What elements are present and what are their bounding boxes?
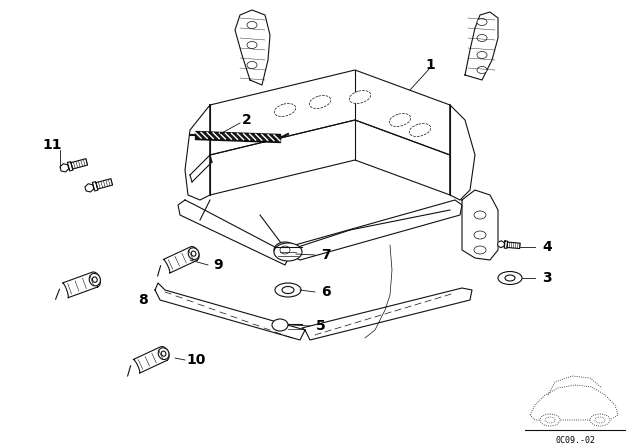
- Polygon shape: [210, 70, 450, 155]
- Ellipse shape: [247, 42, 257, 48]
- Ellipse shape: [272, 319, 288, 331]
- Polygon shape: [462, 190, 498, 260]
- Polygon shape: [302, 288, 472, 340]
- Ellipse shape: [505, 275, 515, 281]
- Ellipse shape: [540, 414, 560, 426]
- Text: 0C09.-02: 0C09.-02: [555, 435, 595, 444]
- Polygon shape: [290, 200, 462, 260]
- Polygon shape: [155, 283, 305, 340]
- Polygon shape: [93, 181, 98, 191]
- Ellipse shape: [274, 243, 302, 261]
- Polygon shape: [163, 246, 199, 273]
- Ellipse shape: [474, 246, 486, 254]
- Polygon shape: [450, 105, 475, 200]
- Ellipse shape: [349, 90, 371, 103]
- Ellipse shape: [474, 211, 486, 219]
- Ellipse shape: [161, 351, 166, 356]
- Ellipse shape: [590, 414, 610, 426]
- Ellipse shape: [92, 277, 97, 282]
- Ellipse shape: [282, 287, 294, 293]
- Polygon shape: [504, 241, 508, 248]
- Text: 11: 11: [42, 138, 61, 152]
- Text: 5: 5: [316, 319, 326, 333]
- Polygon shape: [210, 120, 450, 195]
- Polygon shape: [63, 272, 100, 298]
- Polygon shape: [185, 105, 210, 200]
- Polygon shape: [235, 10, 270, 85]
- Ellipse shape: [274, 242, 296, 258]
- Ellipse shape: [275, 283, 301, 297]
- Ellipse shape: [275, 103, 296, 116]
- Text: 2: 2: [242, 113, 252, 127]
- Ellipse shape: [409, 124, 431, 137]
- Text: 9: 9: [213, 258, 223, 272]
- Polygon shape: [133, 347, 169, 373]
- Text: 7: 7: [321, 248, 331, 262]
- Ellipse shape: [498, 271, 522, 284]
- Ellipse shape: [477, 34, 487, 42]
- Polygon shape: [465, 12, 498, 80]
- Ellipse shape: [188, 248, 199, 259]
- Ellipse shape: [474, 231, 486, 239]
- Ellipse shape: [191, 251, 196, 256]
- Text: 6: 6: [321, 285, 331, 299]
- Text: 10: 10: [186, 353, 205, 367]
- Ellipse shape: [389, 113, 411, 126]
- Polygon shape: [60, 164, 68, 172]
- Ellipse shape: [89, 273, 100, 286]
- Ellipse shape: [545, 417, 555, 423]
- Text: 1: 1: [425, 58, 435, 72]
- Ellipse shape: [280, 246, 290, 254]
- Ellipse shape: [247, 61, 257, 69]
- Polygon shape: [178, 200, 290, 265]
- Polygon shape: [67, 162, 73, 171]
- Ellipse shape: [247, 22, 257, 29]
- Polygon shape: [498, 241, 504, 248]
- Ellipse shape: [158, 348, 169, 360]
- Text: 8: 8: [138, 293, 148, 307]
- Ellipse shape: [309, 95, 331, 108]
- Ellipse shape: [477, 66, 487, 73]
- Ellipse shape: [595, 417, 605, 423]
- Text: 4: 4: [542, 240, 552, 254]
- Polygon shape: [85, 184, 94, 192]
- Ellipse shape: [477, 52, 487, 59]
- Text: 3: 3: [542, 271, 552, 285]
- Ellipse shape: [477, 18, 487, 26]
